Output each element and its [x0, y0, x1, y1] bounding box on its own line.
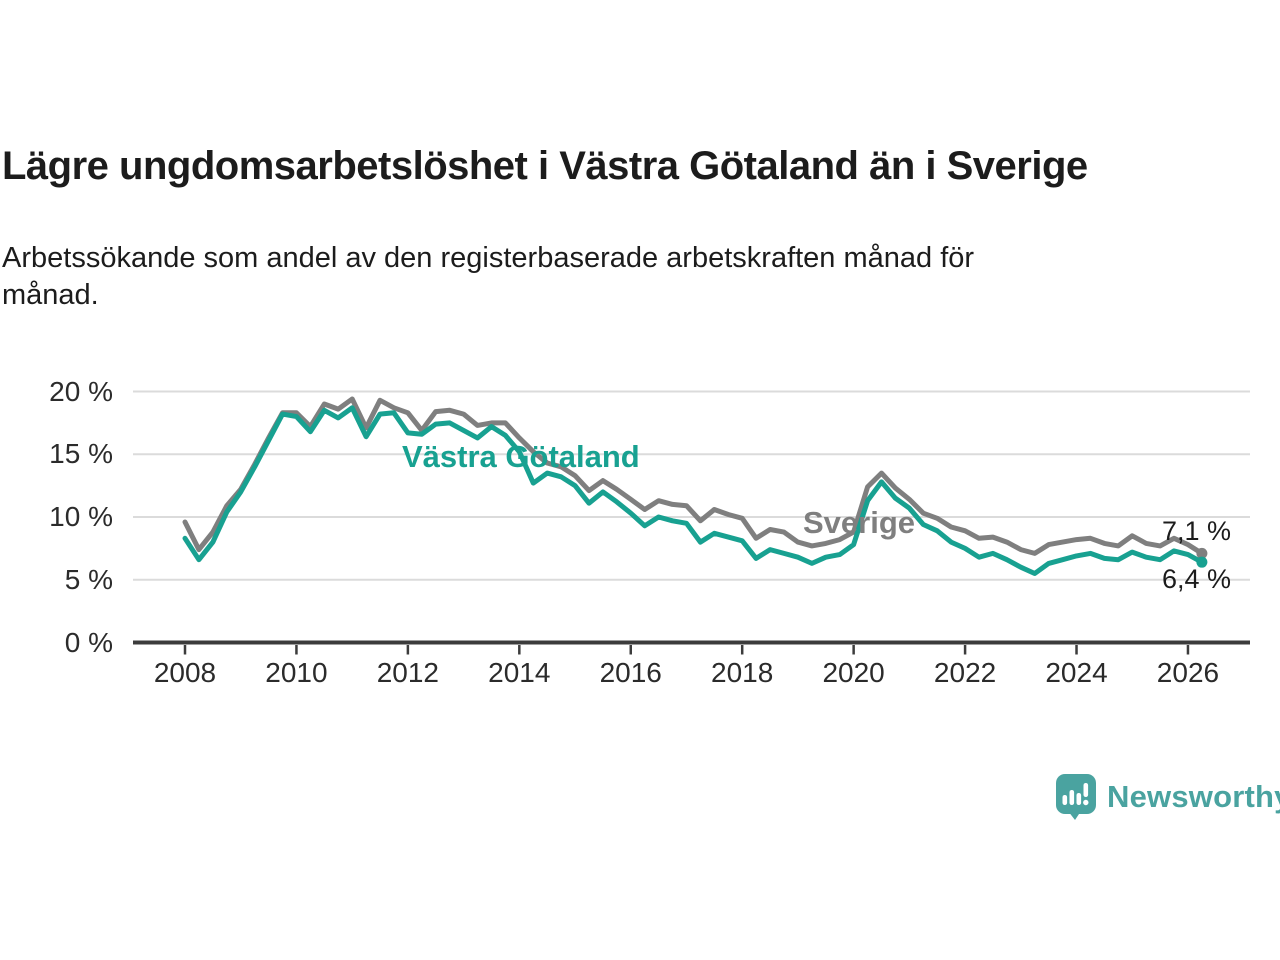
series-line-sverige: [182, 396, 1205, 556]
y-axis-label: 20 %: [49, 375, 113, 407]
end-dot-v-stra-g-taland: [1196, 556, 1208, 568]
y-axis-label: 5 %: [64, 563, 113, 595]
newsworthy-logo: Newsworthy: [1056, 772, 1280, 822]
y-axis-label: 0 %: [64, 626, 113, 658]
x-axis-label: 2010: [265, 657, 328, 688]
x-axis-label: 2024: [1045, 657, 1108, 688]
x-axis-label: 2016: [599, 657, 662, 688]
x-axis-label: 2026: [1156, 657, 1220, 688]
newsworthy-logo-text: Newsworthy: [1107, 779, 1280, 814]
y-axis-label: 15 %: [49, 438, 113, 470]
y-axis-label: 10 %: [49, 501, 113, 532]
series-line-v-stra-g-taland: [182, 405, 1205, 576]
subtitle-line-2: månad.: [2, 279, 99, 311]
subtitle-line-1: Arbetssökande som andel av den registerb…: [2, 242, 975, 274]
series-label-sverige: Sverige: [803, 505, 916, 540]
end-value-label-vastra-gotaland: 6,4 %: [1161, 564, 1231, 594]
x-axis-label: 2022: [933, 657, 997, 688]
newsworthy-logo-icon: [1056, 773, 1096, 820]
end-dot-sverige: [1196, 547, 1208, 559]
end-value-label-sverige: 7,1 %: [1161, 516, 1231, 546]
series-label-vastra-gotaland: Västra Götaland: [402, 439, 640, 474]
x-axis-label: 2018: [711, 657, 774, 688]
x-axis-label: 2014: [488, 657, 551, 688]
x-axis-label: 2020: [822, 657, 885, 688]
page-subtitle: Arbetssökande som andel av den registerb…: [2, 240, 974, 314]
x-axis-label: 2008: [153, 657, 217, 688]
page-title: Lägre ungdomsarbetslöshet i Västra Götal…: [2, 144, 1088, 188]
x-axis-label: 2012: [376, 657, 440, 688]
